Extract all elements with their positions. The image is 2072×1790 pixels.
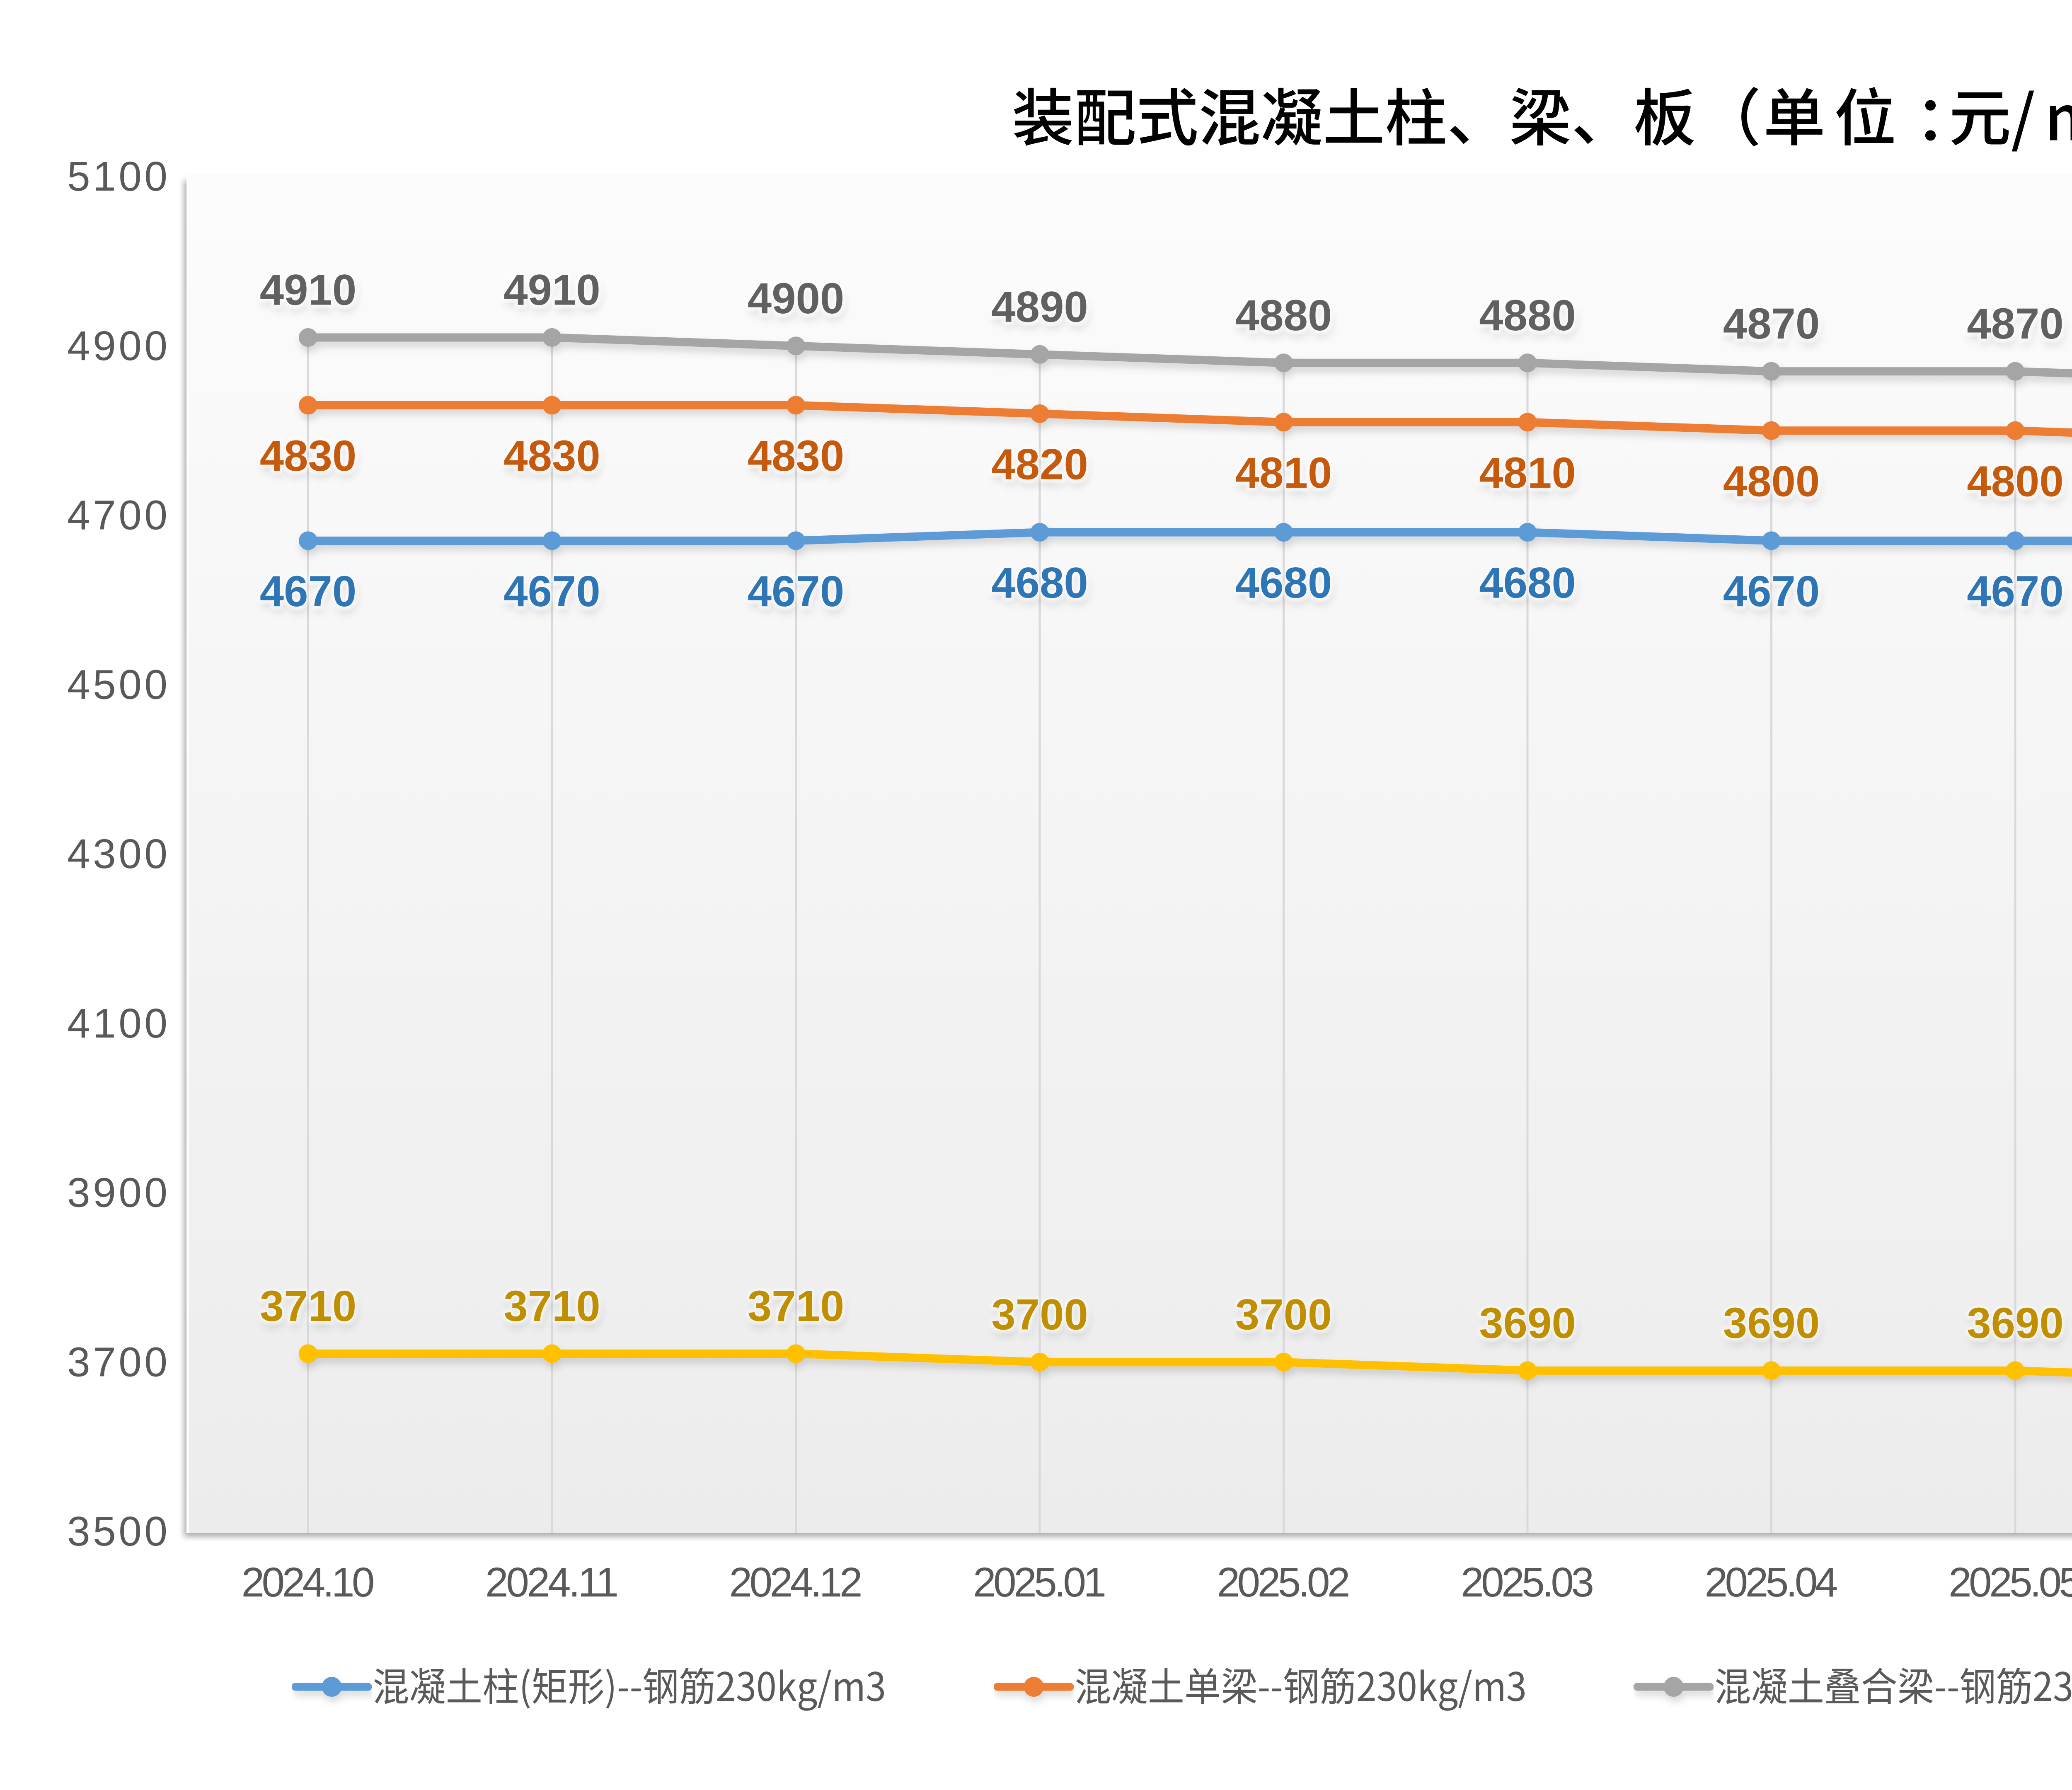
svg-text:2024.11: 2024.11: [485, 1559, 619, 1606]
svg-text:3710: 3710: [503, 1282, 600, 1330]
svg-text:2024.10: 2024.10: [242, 1559, 375, 1606]
svg-text:4820: 4820: [991, 440, 1088, 489]
svg-text:3690: 3690: [1967, 1299, 2064, 1347]
svg-text:2025.05: 2025.05: [1949, 1559, 2072, 1606]
svg-text:4870: 4870: [1723, 300, 1820, 348]
svg-text:4810: 4810: [1479, 449, 1576, 497]
svg-text:4800: 4800: [1723, 457, 1820, 506]
svg-text:4880: 4880: [1235, 291, 1332, 340]
svg-text:4870: 4870: [1967, 300, 2064, 348]
svg-text:3710: 3710: [748, 1282, 845, 1330]
svg-text:4890: 4890: [991, 283, 1088, 331]
svg-text:4910: 4910: [503, 266, 600, 314]
svg-text:3710: 3710: [260, 1282, 357, 1330]
svg-text:4830: 4830: [503, 432, 600, 480]
svg-text:3690: 3690: [1723, 1299, 1820, 1347]
svg-text:4810: 4810: [1235, 449, 1332, 497]
svg-text:2024.12: 2024.12: [729, 1559, 863, 1606]
svg-text:4670: 4670: [1967, 567, 2064, 616]
svg-text:2025.02: 2025.02: [1217, 1559, 1351, 1606]
svg-text:3690: 3690: [1479, 1299, 1576, 1347]
svg-text:4670: 4670: [503, 567, 600, 616]
svg-text:2025.01: 2025.01: [973, 1559, 1106, 1606]
svg-text:3700: 3700: [991, 1290, 1088, 1339]
svg-text:4900: 4900: [748, 274, 845, 323]
svg-text:4800: 4800: [1967, 457, 2064, 506]
svg-text:2025.03: 2025.03: [1461, 1559, 1594, 1606]
svg-text:4670: 4670: [1723, 567, 1820, 616]
svg-text:3700: 3700: [1235, 1290, 1332, 1339]
svg-text:4680: 4680: [1479, 559, 1576, 607]
svg-text:4670: 4670: [748, 567, 845, 616]
svg-text:4830: 4830: [260, 432, 357, 480]
svg-text:2025.04: 2025.04: [1705, 1559, 1838, 1606]
svg-text:4680: 4680: [991, 559, 1088, 607]
svg-text:4670: 4670: [260, 567, 357, 616]
svg-text:4880: 4880: [1479, 291, 1576, 340]
svg-text:4910: 4910: [260, 266, 357, 314]
svg-text:4680: 4680: [1235, 559, 1332, 607]
svg-text:4830: 4830: [748, 432, 845, 480]
